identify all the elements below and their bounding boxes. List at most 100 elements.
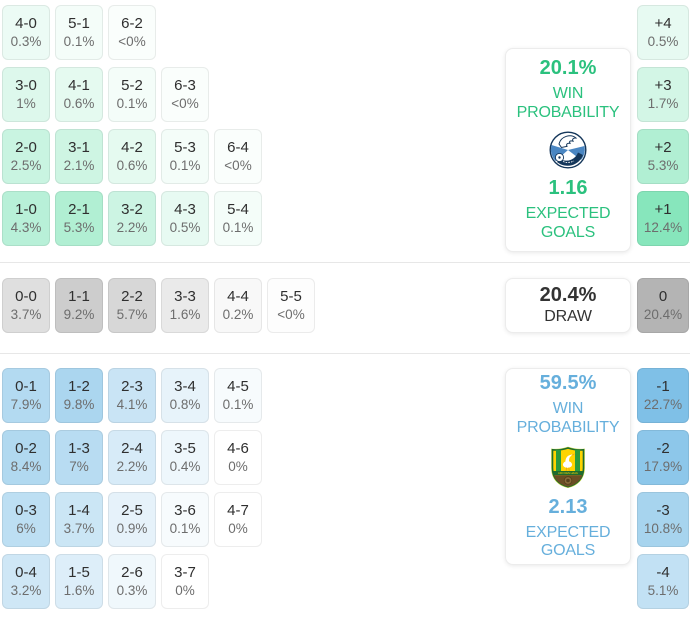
cell-probability: 5.7%	[116, 307, 148, 323]
cell-score: 2-5	[121, 502, 143, 520]
away-win-score-grid: 0-1 7.9% 1-2 9.8% 2-3 4.1% 3-4 0.8% 4-5 0.1% 0-2 8.…	[2, 368, 262, 616]
grid-row: 0-0 3.7% 1-1 9.2% 2-2 5.7% 3-3 1.6% 4-4 0.2% 5-5 <0…	[2, 278, 315, 333]
cell-probability: 0.1%	[222, 397, 254, 413]
grid-row: 0-2 8.4% 1-3 7% 2-4 2.2% 3-5 0.4% 4-6 0%	[2, 430, 262, 485]
cell--1: -1 22.7%	[637, 368, 689, 423]
cell-3-6: 3-6 0.1%	[161, 492, 209, 547]
cell-probability: 3.7%	[63, 521, 95, 537]
cell-score: 4-3	[174, 201, 196, 219]
home-expected-goals-label: EXPECTED GOALS	[525, 205, 611, 241]
cell-probability: 0.9%	[116, 521, 148, 537]
cell-score: 0-0	[15, 288, 37, 306]
cell-1-0: 1-0 4.3%	[2, 191, 50, 246]
cell-probability: 8.4%	[10, 459, 42, 475]
home-expected-goals-value: 1.16	[548, 177, 588, 199]
cell-probability: 0%	[175, 583, 195, 599]
cell-score: -1	[656, 378, 670, 396]
cell-score: 2-6	[121, 564, 143, 582]
cell-score: 1-5	[68, 564, 90, 582]
grid-row: +3 1.7%	[637, 67, 689, 122]
cell-probability: 0.4%	[169, 459, 201, 475]
cell-4-6: 4-6 0%	[214, 430, 262, 485]
grid-row: -3 10.8%	[637, 492, 689, 547]
cell-4-7: 4-7 0%	[214, 492, 262, 547]
cell-score: 1-3	[68, 440, 90, 458]
cell-probability: 0.1%	[116, 96, 148, 112]
cell-probability: <0%	[171, 96, 199, 112]
away-win-probability-value: 59.5%	[539, 371, 597, 394]
cell-score: 1-4	[68, 502, 90, 520]
cell-5-2: 5-2 0.1%	[108, 67, 156, 122]
cell-probability: 2.2%	[116, 220, 148, 236]
cell-5-3: 5-3 0.1%	[161, 129, 209, 184]
cell-probability: 7%	[69, 459, 89, 475]
cell-6-4: 6-4 <0%	[214, 129, 262, 184]
cell-score: 6-4	[227, 139, 249, 157]
home-goal-diff-column: +4 0.5% +3 1.7% +2 5.3% +1 12.4%	[637, 5, 689, 253]
cell-2-1: 2-1 5.3%	[55, 191, 103, 246]
cell-4-5: 4-5 0.1%	[214, 368, 262, 423]
cell-score: 2-3	[121, 378, 143, 396]
cell-probability: 4.1%	[116, 397, 148, 413]
cell-probability: <0%	[224, 158, 252, 174]
grid-row: -2 17.9%	[637, 430, 689, 485]
cell-probability: 9.2%	[63, 307, 95, 323]
cell-probability: 2.1%	[63, 158, 95, 174]
cell-probability: 3.7%	[10, 307, 42, 323]
cell-score: -2	[656, 440, 670, 458]
grid-row: 2-0 2.5% 3-1 2.1% 4-2 0.6% 5-3 0.1% 6-4 <0%	[2, 129, 262, 184]
cell-3-3: 3-3 1.6%	[161, 278, 209, 333]
cell-2-4: 2-4 2.2%	[108, 430, 156, 485]
cell-0: 0 20.4%	[637, 278, 689, 333]
cell-probability: 2.2%	[116, 459, 148, 475]
cell-probability: 0.5%	[169, 220, 201, 236]
cell-score: 4-1	[68, 77, 90, 95]
cell-0-2: 0-2 8.4%	[2, 430, 50, 485]
cell-0-0: 0-0 3.7%	[2, 278, 50, 333]
cell-probability: 1.6%	[169, 307, 201, 323]
cell-2-5: 2-5 0.9%	[108, 492, 156, 547]
cell-6-2: 6-2 <0%	[108, 5, 156, 60]
cell-score: 4-6	[227, 440, 249, 458]
cell-probability: 1.6%	[63, 583, 95, 599]
cell-probability: 0.1%	[169, 158, 201, 174]
cell-score: 5-3	[174, 139, 196, 157]
cell-score: -4	[656, 564, 670, 582]
cell-probability: 0.3%	[10, 34, 42, 50]
cell-6-3: 6-3 <0%	[161, 67, 209, 122]
cell-3-1: 3-1 2.1%	[55, 129, 103, 184]
cell-probability: 12.4%	[643, 220, 683, 236]
cell-probability: 0.1%	[222, 220, 254, 236]
away-expected-goals-label: EXPECTED GOALS	[525, 523, 611, 560]
home-win-score-grid: 4-0 0.3% 5-1 0.1% 6-2 <0% 3-0 1% 4-1 0.6% 5-2 0.1% 6…	[2, 5, 262, 253]
cell-score: 5-2	[121, 77, 143, 95]
cell-score: 6-2	[121, 15, 143, 33]
cell--3: -3 10.8%	[637, 492, 689, 547]
cell-score: 1-0	[15, 201, 37, 219]
grid-row: 0 20.4%	[637, 278, 689, 333]
cell-probability: 0.5%	[647, 34, 679, 50]
cell-probability: 1.7%	[647, 96, 679, 112]
cell-+1: +1 12.4%	[637, 191, 689, 246]
cell-probability: 1%	[16, 96, 36, 112]
cell-5-5: 5-5 <0%	[267, 278, 315, 333]
cell-4-0: 4-0 0.3%	[2, 5, 50, 60]
cell-score: +1	[654, 201, 672, 219]
cell-1-2: 1-2 9.8%	[55, 368, 103, 423]
draw-score-grid: 0-0 3.7% 1-1 9.2% 2-2 5.7% 3-3 1.6% 4-4 0.2% 5-5 <0…	[2, 278, 315, 340]
cell-score: 3-7	[174, 564, 196, 582]
grid-row: 3-0 1% 4-1 0.6% 5-2 0.1% 6-3 <0%	[2, 67, 262, 122]
cell-score: 3-6	[174, 502, 196, 520]
cell-2-6: 2-6 0.3%	[108, 554, 156, 609]
cell-score: 3-1	[68, 139, 90, 157]
cell-score: -3	[656, 502, 670, 520]
cell-1-4: 1-4 3.7%	[55, 492, 103, 547]
cell-score: 1-1	[68, 288, 90, 306]
cell-score: 0-3	[15, 502, 37, 520]
grid-row: 0-3 6% 1-4 3.7% 2-5 0.9% 3-6 0.1% 4-7 0%	[2, 492, 262, 547]
cell-3-5: 3-5 0.4%	[161, 430, 209, 485]
cell-probability: <0%	[277, 307, 305, 323]
cell-score: 5-1	[68, 15, 90, 33]
away-win-panel: 59.5% WIN PROBABILITY ADO DEN HAAG 2.13 …	[505, 368, 631, 565]
cell-probability: 3.2%	[10, 583, 42, 599]
